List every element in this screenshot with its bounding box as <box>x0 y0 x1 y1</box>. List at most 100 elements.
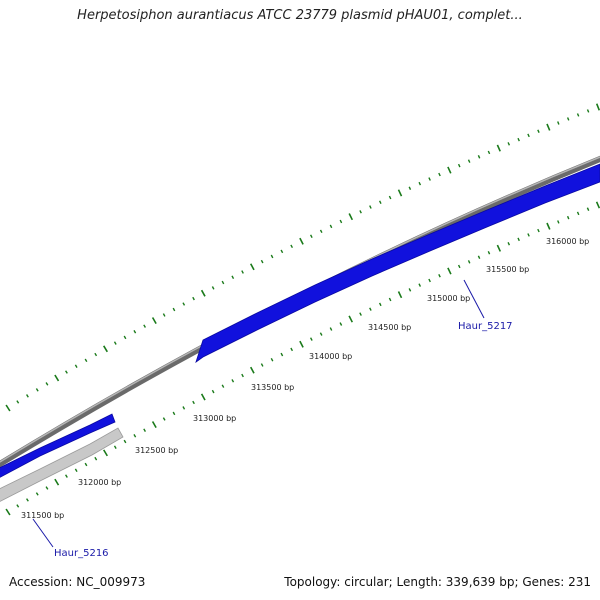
minor-tick <box>438 273 441 278</box>
minor-tick <box>94 456 98 461</box>
gene-haur-5217[interactable] <box>195 163 600 364</box>
minor-tick <box>586 109 590 113</box>
minor-tick <box>270 254 274 259</box>
major-tick <box>397 189 403 197</box>
minor-tick <box>211 389 215 394</box>
major-tick <box>299 237 304 245</box>
major-tick <box>595 103 600 111</box>
minor-tick <box>388 195 392 200</box>
minor-tick <box>477 155 481 159</box>
minor-tick <box>65 474 68 478</box>
minor-tick <box>143 324 147 328</box>
minor-tick <box>576 211 580 216</box>
inner-tick-marks <box>5 201 600 516</box>
major-tick <box>299 340 304 348</box>
minor-tick <box>26 394 29 398</box>
minor-tick <box>211 286 215 290</box>
minor-tick <box>467 159 471 163</box>
minor-tick <box>16 504 20 508</box>
minor-tick <box>270 357 274 362</box>
minor-tick <box>438 172 441 177</box>
major-tick <box>348 315 354 323</box>
gene-forward-left[interactable] <box>0 413 116 480</box>
minor-tick <box>369 205 372 209</box>
minor-tick <box>319 229 323 234</box>
gene-label-leader <box>32 518 54 548</box>
minor-tick <box>94 352 98 357</box>
minor-tick <box>74 364 78 368</box>
minor-tick <box>123 335 127 340</box>
minor-tick <box>557 220 560 224</box>
minor-tick <box>45 486 49 490</box>
minor-tick <box>241 270 244 274</box>
major-tick <box>103 449 108 457</box>
tick-label: 316000 bp <box>546 237 589 246</box>
tick-label: 314500 bp <box>368 323 411 332</box>
gene-label-haur-5216[interactable]: Haur_5216 <box>54 548 109 559</box>
minor-tick <box>45 382 49 386</box>
gene-label-leader <box>463 279 485 319</box>
minor-tick <box>329 224 333 229</box>
major-tick <box>397 291 403 299</box>
minor-tick <box>65 370 68 374</box>
minor-tick <box>527 133 530 138</box>
minor-tick <box>84 462 88 467</box>
minor-tick <box>143 428 147 432</box>
minor-tick <box>260 363 264 367</box>
major-tick <box>595 201 600 209</box>
minor-tick <box>133 434 137 438</box>
minor-tick <box>428 278 431 283</box>
major-tick <box>546 222 551 230</box>
minor-tick <box>339 219 343 224</box>
major-tick <box>447 166 452 174</box>
tick-label: 312500 bp <box>135 446 178 455</box>
minor-tick <box>418 181 422 186</box>
minor-tick <box>35 388 39 392</box>
minor-tick <box>84 358 88 363</box>
minor-tick <box>260 259 264 264</box>
minor-tick <box>319 332 323 336</box>
minor-tick <box>113 445 117 449</box>
minor-tick <box>172 307 176 312</box>
minor-tick <box>133 330 137 334</box>
major-tick <box>496 244 502 252</box>
minor-tick <box>309 337 313 341</box>
tick-label: 315500 bp <box>486 265 529 274</box>
minor-tick <box>221 280 225 285</box>
minor-tick <box>369 307 372 311</box>
minor-tick <box>192 400 195 405</box>
minor-tick <box>378 200 382 205</box>
minor-tick <box>418 283 422 287</box>
topology-text: Topology: circular; Length: 339,639 bp; … <box>284 575 591 589</box>
minor-tick <box>517 137 520 142</box>
minor-tick <box>241 373 244 378</box>
outer-tick-marks <box>5 103 600 412</box>
minor-tick <box>309 234 313 239</box>
minor-tick <box>408 186 412 190</box>
gene-label-haur-5217[interactable]: Haur_5217 <box>458 321 513 332</box>
major-tick <box>200 289 206 297</box>
minor-tick <box>457 163 461 168</box>
gene-haur-5216[interactable] <box>0 427 124 504</box>
tick-label: 313500 bp <box>251 383 294 392</box>
minor-tick <box>507 142 511 146</box>
tick-label: 315000 bp <box>427 294 470 303</box>
major-tick <box>447 267 452 275</box>
minor-tick <box>16 400 20 404</box>
tick-label: 312000 bp <box>78 478 121 487</box>
minor-tick <box>359 210 362 214</box>
minor-tick <box>162 417 166 421</box>
minor-tick <box>477 255 481 259</box>
minor-tick <box>388 297 392 302</box>
minor-tick <box>586 207 590 211</box>
major-tick <box>54 478 60 486</box>
minor-tick <box>26 498 29 502</box>
tick-label: 311500 bp <box>21 511 64 520</box>
minor-tick <box>290 347 294 352</box>
minor-tick <box>192 296 195 301</box>
minor-tick <box>576 113 580 117</box>
minor-tick <box>231 275 235 280</box>
minor-tick <box>329 327 333 331</box>
minor-tick <box>231 379 235 383</box>
